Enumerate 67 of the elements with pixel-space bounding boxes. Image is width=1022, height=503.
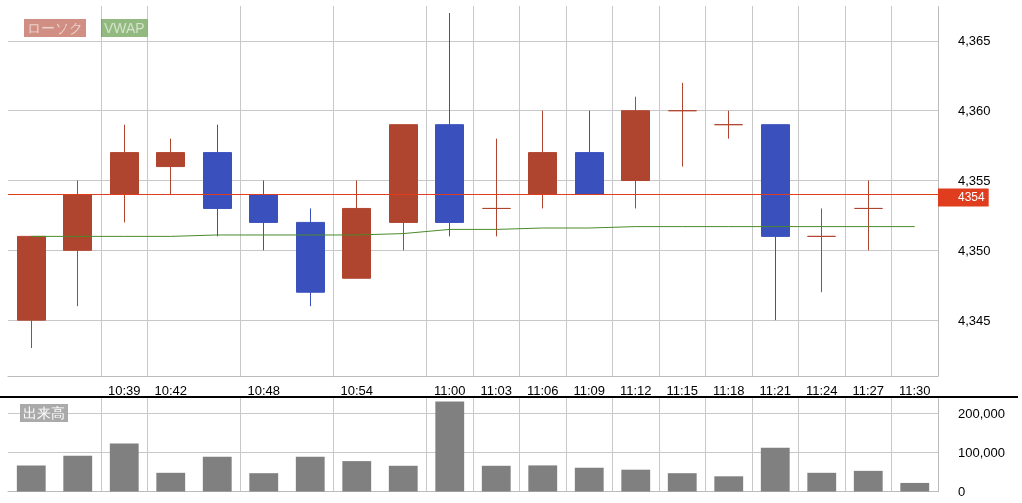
x-tick-label: 10:39 — [107, 383, 141, 398]
candlestick — [296, 207, 325, 307]
y-tick-label: 4,345 — [958, 312, 991, 328]
bar — [900, 482, 930, 492]
bar — [202, 456, 232, 492]
bar — [63, 455, 93, 492]
y-tick-label: 200,000 — [958, 406, 1005, 422]
candlestick — [342, 180, 371, 279]
bar — [481, 465, 511, 492]
y-tick-label: 4,355 — [958, 173, 991, 189]
bar — [388, 465, 418, 492]
candlestick — [17, 235, 46, 349]
bar — [295, 456, 325, 492]
x-tick-label: 10:54 — [340, 383, 374, 398]
candlestick — [714, 110, 743, 140]
candlestick — [528, 110, 557, 209]
text: VWAP — [104, 20, 145, 36]
x-tick-label: 10:42 — [154, 383, 188, 398]
candlestick — [435, 12, 464, 237]
ref-line-label: 4354 — [958, 190, 986, 205]
x-tick-label: 11:30 — [898, 383, 931, 398]
text: ローソク — [27, 20, 83, 36]
candlestick — [249, 180, 278, 251]
candlestick — [482, 138, 511, 237]
x-tick-label: 11:18 — [712, 383, 745, 398]
candlestick — [761, 124, 790, 321]
bar — [853, 470, 883, 492]
bar — [667, 473, 697, 492]
x-tick-label: 11:09 — [573, 383, 606, 398]
bar — [528, 465, 558, 492]
candlestick — [575, 110, 604, 195]
x-tick-label: 11:12 — [619, 383, 652, 398]
x-tick-label: 11:27 — [852, 383, 885, 398]
line-series — [30, 226, 916, 237]
bar — [714, 476, 744, 492]
x-tick-label: 11:00 — [433, 383, 466, 398]
bar — [342, 461, 372, 492]
x-tick-label: 11:15 — [666, 383, 699, 398]
bar — [109, 443, 139, 492]
y-tick-label: 4,365 — [958, 33, 991, 49]
bar — [807, 472, 837, 492]
bar — [574, 467, 604, 492]
bar — [156, 472, 186, 492]
x-tick-label: 11:03 — [480, 383, 513, 398]
candlestick — [854, 180, 883, 251]
candlestick — [807, 207, 836, 293]
candlestick — [63, 180, 92, 307]
bar — [249, 473, 279, 492]
text: 出来高 — [23, 405, 65, 421]
y-tick-label: 4,350 — [958, 242, 991, 258]
x-tick-label: 11:24 — [805, 383, 838, 398]
candlestick — [668, 82, 697, 168]
candlestick — [621, 96, 650, 209]
bar — [16, 465, 46, 492]
bar — [435, 401, 465, 492]
bar — [621, 469, 651, 492]
x-tick-label: 11:21 — [759, 383, 792, 398]
y-tick-label: 4,360 — [958, 103, 991, 119]
y-tick-label: 0 — [958, 484, 966, 499]
y-tick-label: 100,000 — [958, 445, 1005, 461]
candlestick — [110, 124, 139, 223]
x-tick-label: 10:48 — [247, 383, 281, 398]
x-tick-label: 11:06 — [526, 383, 559, 398]
candlestick — [389, 124, 418, 251]
candlestick — [203, 124, 232, 237]
candlestick — [156, 138, 185, 195]
bar — [760, 447, 790, 492]
